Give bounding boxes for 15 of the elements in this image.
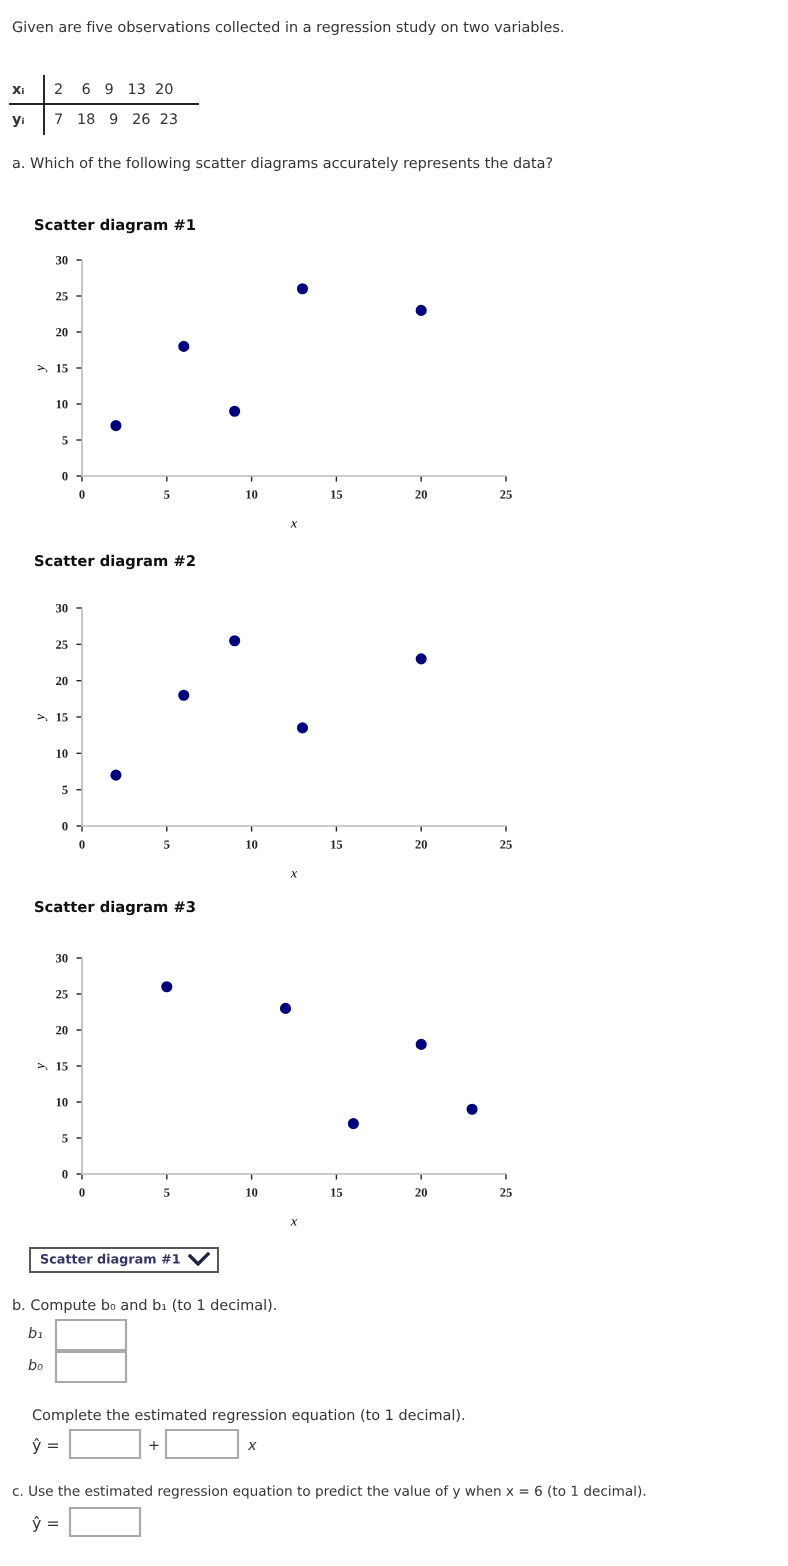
point	[296, 283, 309, 295]
point	[347, 1118, 359, 1130]
point	[178, 340, 190, 352]
point	[415, 653, 427, 665]
point	[229, 405, 241, 417]
point	[296, 722, 309, 734]
point	[110, 769, 122, 781]
point	[110, 420, 122, 432]
point	[466, 1103, 478, 1115]
point	[229, 635, 241, 647]
point	[178, 689, 190, 701]
point	[161, 981, 173, 993]
point	[415, 1038, 427, 1050]
point	[415, 304, 427, 316]
point	[279, 1002, 292, 1014]
